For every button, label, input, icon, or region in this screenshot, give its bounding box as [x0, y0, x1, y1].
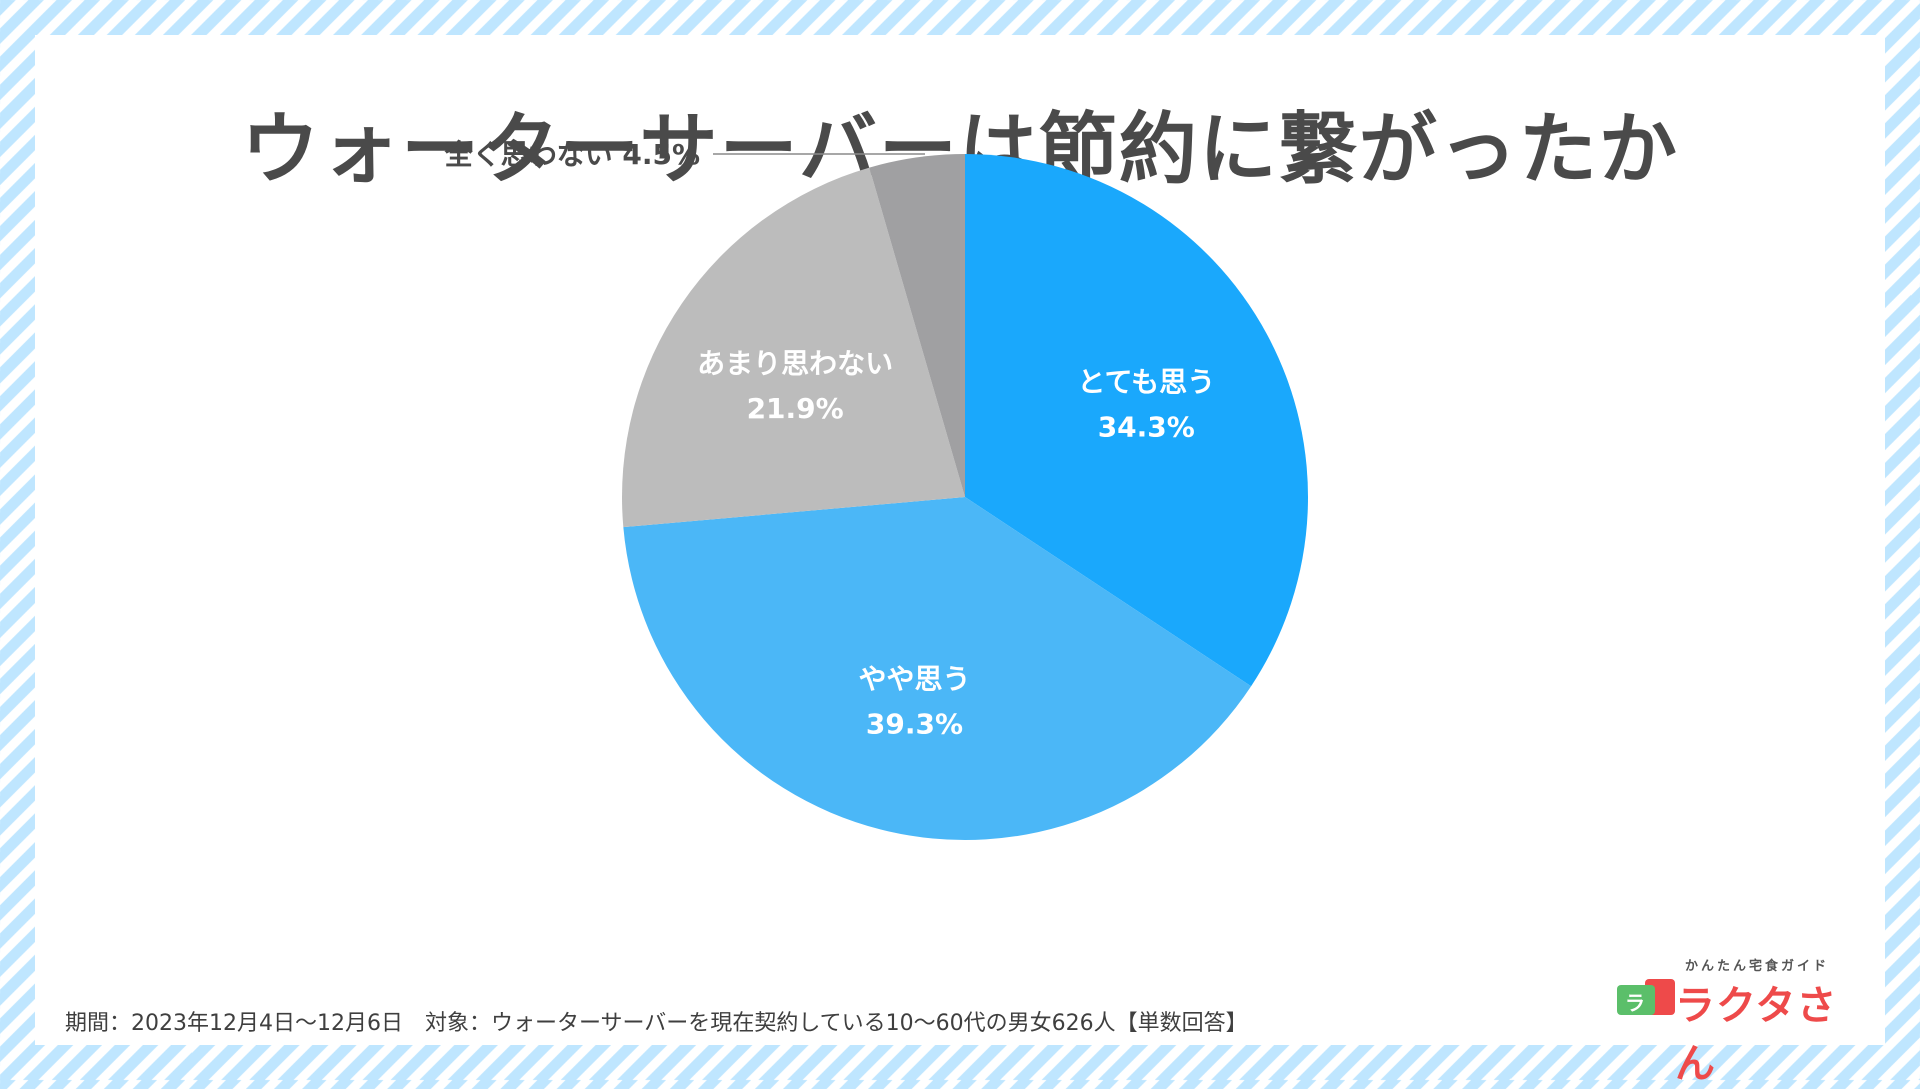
chart-card: ウォーターサーバーは節約に繋がったか とても思う 34.3% やや思う 39.3% あま…	[35, 35, 1885, 1087]
slice-label-2: あまり思わない	[697, 347, 893, 380]
slice-value-2: 21.9%	[747, 392, 844, 425]
pie-slice-2	[622, 167, 965, 528]
logo-bag-icon	[1617, 985, 1655, 1015]
brand-logo: ラ かんたん宅食ガイド ラクタさん	[1615, 955, 1875, 1087]
slice-label-1: やや思う	[858, 662, 970, 695]
survey-note: 期間：2023年12月4日〜12月6日 対象：ウォーターサーバーを現在契約してい…	[65, 1011, 1248, 1036]
logo-tagline: かんたん宅食ガイド	[1685, 959, 1830, 974]
pie-chart: とても思う 34.3% やや思う 39.3% あまり思わない 21.9% 全く思わない 4.…	[444, 138, 1309, 840]
slice-value-1: 39.3%	[866, 707, 963, 740]
slice-label-0: とても思う	[1077, 366, 1215, 399]
logo-wordmark: ラクタさん	[1675, 983, 1838, 1087]
pie-slice-1	[623, 497, 1252, 840]
pie-slice-0	[965, 154, 1309, 687]
slice-label-3: 全く思わない 4.5%	[444, 138, 700, 171]
pie-slice-3	[869, 154, 965, 497]
slice-value-0: 34.3%	[1098, 411, 1195, 444]
logo-bag-letter: ラ	[1625, 991, 1645, 1015]
